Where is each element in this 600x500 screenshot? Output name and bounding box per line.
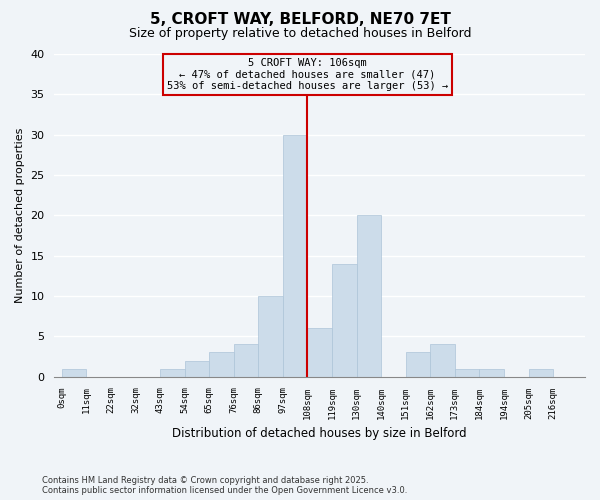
Text: 5, CROFT WAY, BELFORD, NE70 7ET: 5, CROFT WAY, BELFORD, NE70 7ET xyxy=(149,12,451,28)
Y-axis label: Number of detached properties: Number of detached properties xyxy=(15,128,25,303)
Bar xyxy=(185,360,209,376)
Bar xyxy=(307,328,332,376)
Bar xyxy=(234,344,258,376)
Text: 5 CROFT WAY: 106sqm
← 47% of detached houses are smaller (47)
53% of semi-detach: 5 CROFT WAY: 106sqm ← 47% of detached ho… xyxy=(167,58,448,91)
Bar xyxy=(258,296,283,376)
Bar xyxy=(209,352,234,376)
Bar xyxy=(160,368,185,376)
Bar xyxy=(283,134,307,376)
Bar xyxy=(356,216,381,376)
X-axis label: Distribution of detached houses by size in Belford: Distribution of detached houses by size … xyxy=(172,427,467,440)
Bar xyxy=(455,368,479,376)
Text: Size of property relative to detached houses in Belford: Size of property relative to detached ho… xyxy=(129,28,471,40)
Bar xyxy=(479,368,504,376)
Bar xyxy=(62,368,86,376)
Text: Contains HM Land Registry data © Crown copyright and database right 2025.
Contai: Contains HM Land Registry data © Crown c… xyxy=(42,476,407,495)
Bar xyxy=(332,264,356,376)
Bar xyxy=(430,344,455,376)
Bar xyxy=(529,368,553,376)
Bar xyxy=(406,352,430,376)
